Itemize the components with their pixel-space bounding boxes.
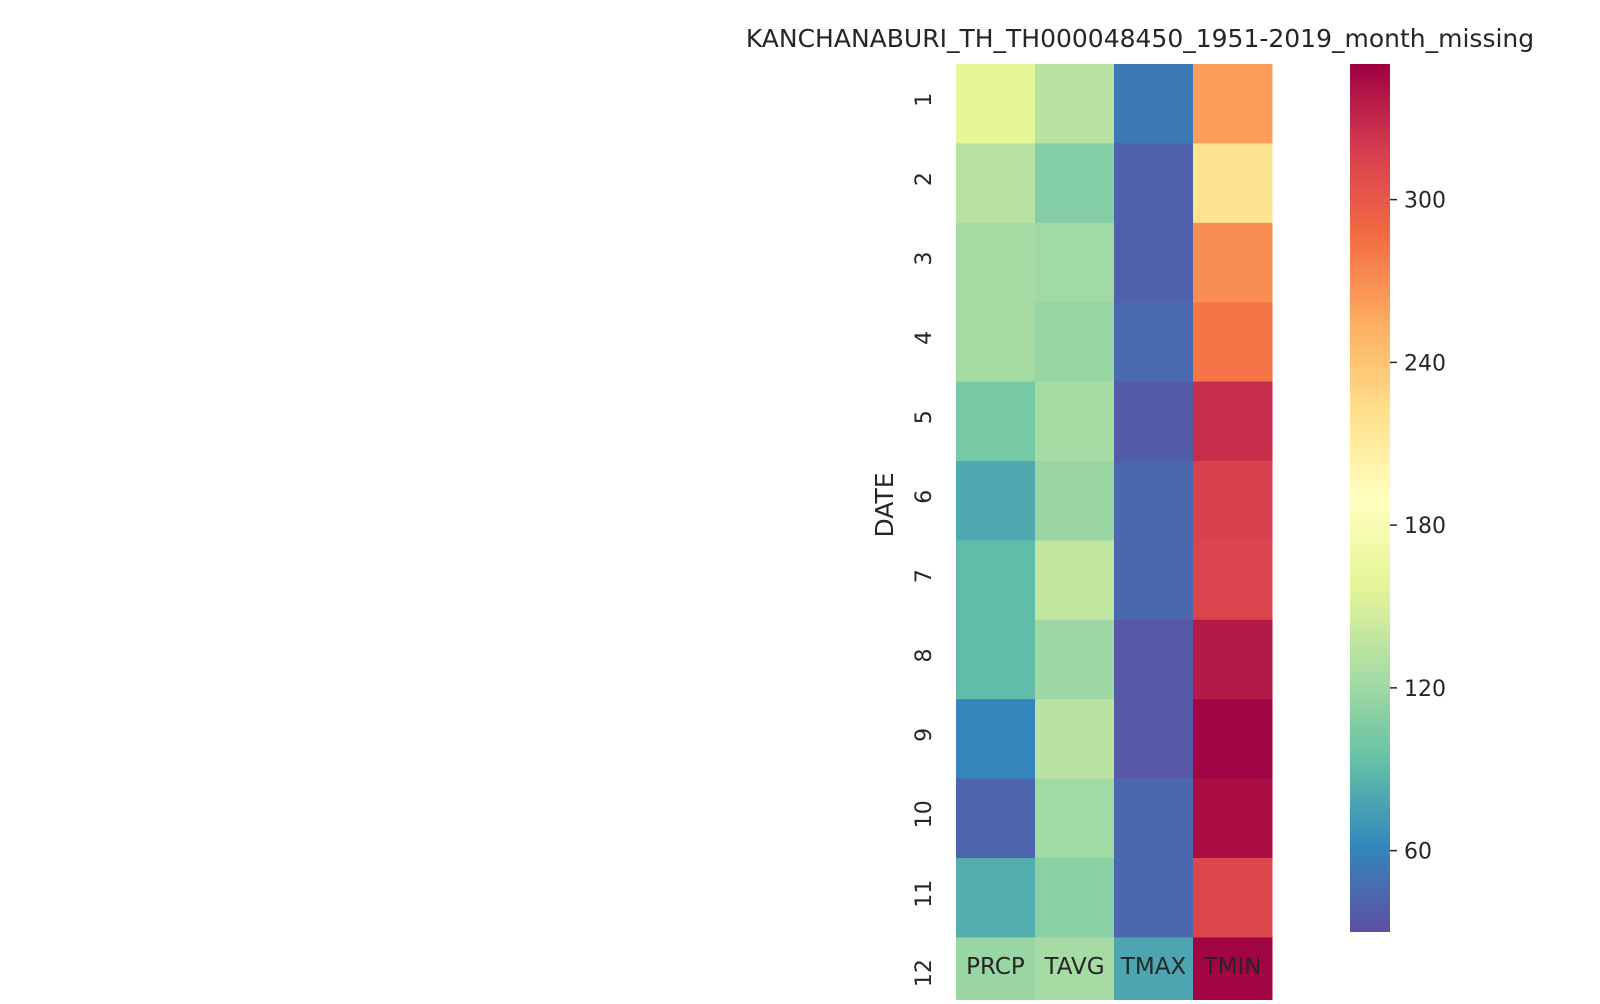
heatmap-cell-8-tmax [1114, 619, 1194, 700]
heatmap-cell-6-tmin [1193, 461, 1273, 541]
heatmap-cell-11-tmin [1193, 858, 1273, 938]
colorbar-tick-label: 120 [1404, 677, 1446, 702]
row-tick-label: 3 [912, 252, 937, 266]
heatmap-cell-7-tmin [1193, 540, 1273, 621]
row-tick-label: 6 [912, 490, 937, 504]
heatmap-cell-3-prcp [956, 222, 1036, 303]
row-tick-label: 1 [912, 93, 937, 107]
heatmap-cell-1-tavg [1035, 64, 1115, 144]
column-tick-label: TMIN [1203, 954, 1262, 980]
heatmap-cell-4-tmax [1114, 302, 1194, 383]
heatmap-cell-6-tavg [1035, 461, 1115, 541]
heatmap-cell-11-tavg [1035, 858, 1115, 938]
column-tick-label: TMAX [1120, 954, 1187, 980]
heatmap-cell-12-prcp [956, 937, 1036, 1004]
heatmap-cell-10-tavg [1035, 778, 1115, 859]
heatmap-cell-11-prcp [956, 858, 1036, 938]
y-axis-label: DATE [870, 472, 899, 537]
heatmap-cell-6-tmax [1114, 461, 1194, 541]
heatmap-cell-2-tmax [1114, 143, 1194, 224]
heatmap-cell-5-prcp [956, 381, 1036, 462]
heatmap-cell-3-tavg [1035, 222, 1115, 303]
colorbar-tick-label: 240 [1404, 351, 1446, 376]
row-tick-label: 12 [912, 959, 937, 987]
row-tick-label: 9 [912, 728, 937, 742]
row-tick-label: 4 [912, 331, 937, 345]
heatmap-cells [956, 64, 1273, 1004]
heatmap-cell-1-tmin [1193, 64, 1273, 144]
heatmap-cell-8-prcp [956, 619, 1036, 700]
colorbar: 60 120 180 240 300 [1350, 64, 1446, 932]
row-tick-label: 5 [912, 410, 937, 424]
heatmap-cell-11-tmax [1114, 858, 1194, 938]
heatmap-cell-3-tmin [1193, 222, 1273, 303]
colorbar-tick-label: 300 [1404, 189, 1446, 214]
heatmap-cell-2-prcp [956, 143, 1036, 224]
heatmap-cell-9-tavg [1035, 699, 1115, 780]
colorbar-tick-label: 180 [1404, 514, 1446, 539]
heatmap-cell-5-tmin [1193, 381, 1273, 462]
row-tick-label: 10 [912, 800, 937, 828]
heatmap-cell-12-tavg [1035, 937, 1115, 1004]
heatmap-cell-3-tmax [1114, 222, 1194, 303]
heatmap-cell-12-tmax [1114, 937, 1194, 1004]
heatmap-cell-2-tmin [1193, 143, 1273, 224]
row-tick-label: 2 [912, 172, 937, 186]
heatmap-cell-1-tmax [1114, 64, 1194, 144]
heatmap-cell-7-tavg [1035, 540, 1115, 621]
heatmap-cell-4-tavg [1035, 302, 1115, 383]
heatmap-cell-8-tavg [1035, 619, 1115, 700]
colorbar-gradient [1350, 64, 1390, 932]
heatmap-cell-10-tmin [1193, 778, 1273, 859]
column-tick-label: PRCP [966, 954, 1025, 980]
column-tick-labels: PRCP TAVG TMAX TMIN [966, 954, 1261, 980]
heatmap-cell-10-tmax [1114, 778, 1194, 859]
heatmap-cell-5-tavg [1035, 381, 1115, 462]
heatmap-cell-2-tavg [1035, 143, 1115, 224]
heatmap-cell-8-tmin [1193, 619, 1273, 700]
colorbar-tick-label: 60 [1404, 840, 1432, 865]
heatmap-cell-4-tmin [1193, 302, 1273, 383]
column-tick-label: TAVG [1043, 954, 1104, 980]
heatmap-cell-6-prcp [956, 461, 1036, 541]
heatmap-cell-7-prcp [956, 540, 1036, 621]
heatmap-cell-1-prcp [956, 64, 1036, 144]
row-tick-label: 11 [912, 880, 937, 908]
heatmap-cell-9-tmin [1193, 699, 1273, 780]
row-tick-label: 8 [912, 649, 937, 663]
row-tick-label: 7 [912, 569, 937, 583]
heatmap-cell-12-tmin [1193, 937, 1273, 1004]
heatmap-cell-9-tmax [1114, 699, 1194, 780]
heatmap-cell-9-prcp [956, 699, 1036, 780]
chart-title: KANCHANABURI_TH_TH000048450_1951-2019_mo… [746, 24, 1534, 53]
heatmap-cell-10-prcp [956, 778, 1036, 859]
heatmap-cell-5-tmax [1114, 381, 1194, 462]
heatmap-cell-4-prcp [956, 302, 1036, 383]
heatmap-cell-7-tmax [1114, 540, 1194, 621]
